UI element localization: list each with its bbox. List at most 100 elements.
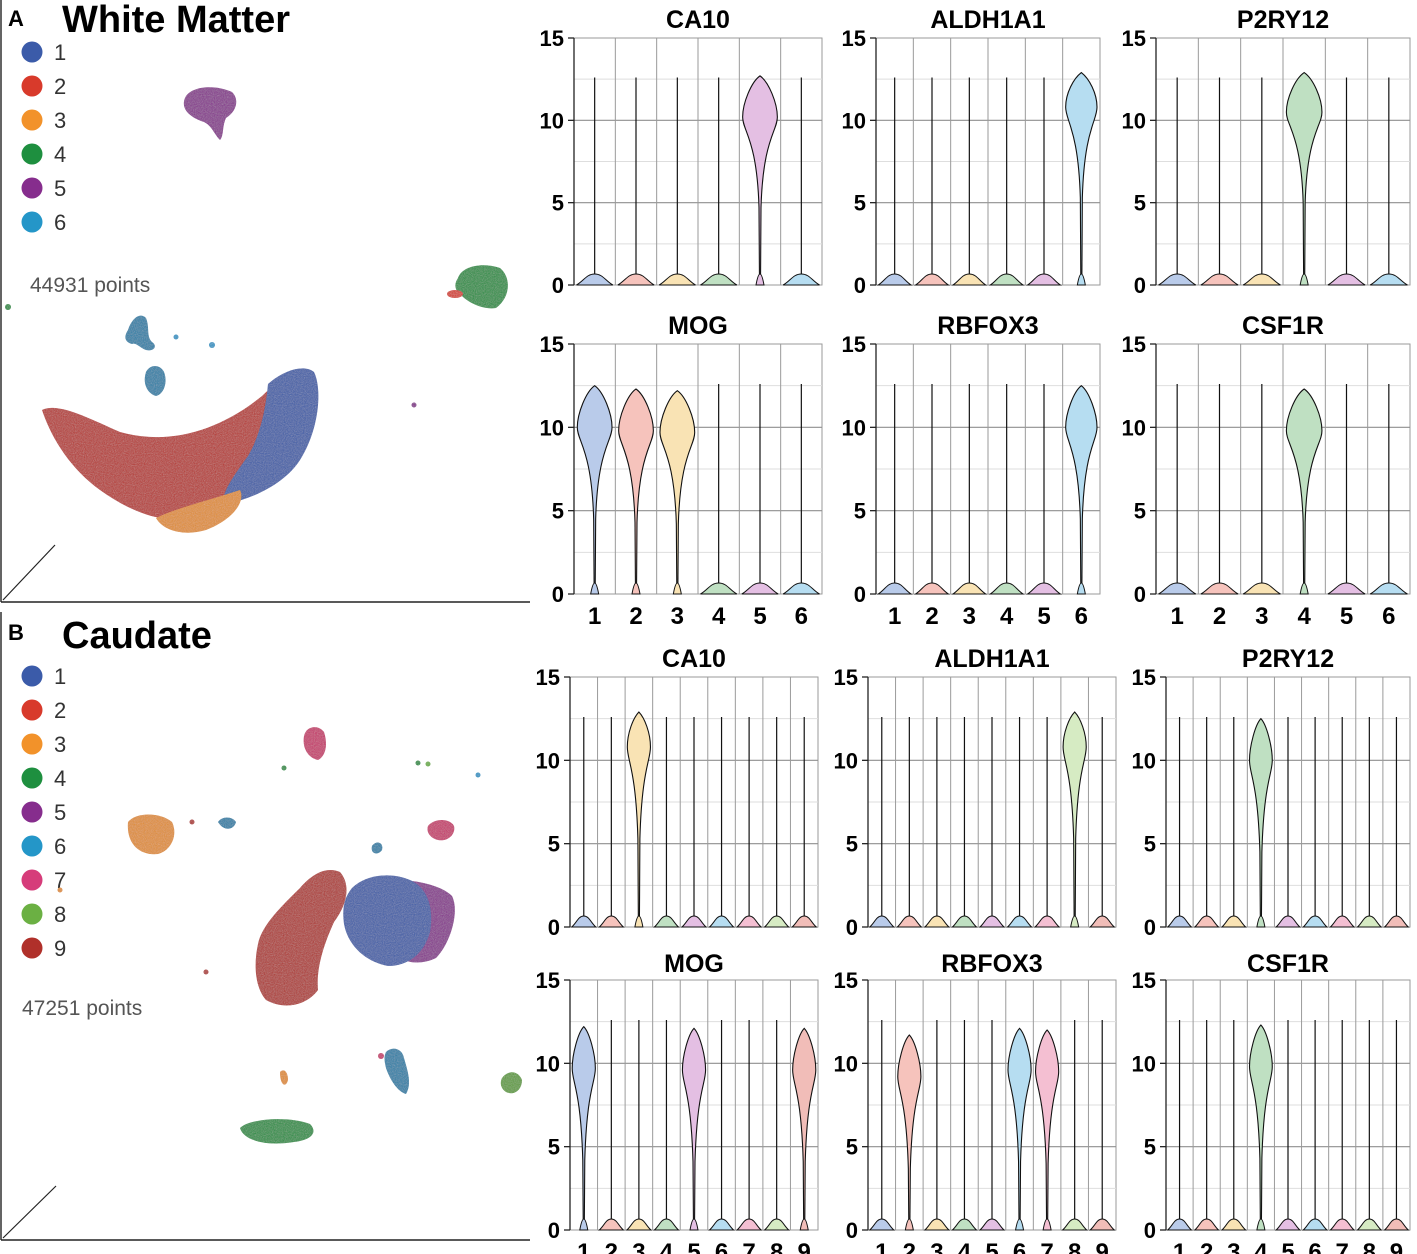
violin-body-5 [1274,1218,1302,1231]
violin-body-3 [923,915,951,928]
violin-body-3 [923,1218,951,1231]
violin-6: 6 [1065,384,1098,630]
umap-b-cluster-9 [255,869,347,1006]
violin-5 [680,717,708,928]
umap-b-cluster-8 [500,1072,522,1094]
violin-body-4 [652,915,680,928]
x-tick-label-8: 8 [770,1239,783,1254]
legend-swatch-4 [21,767,43,789]
x-tick-label-2: 2 [605,1239,618,1254]
legend-label-6: 6 [54,834,66,859]
violin-body-8 [1356,915,1383,928]
violin-chart-A-aldh1a1: ALDH1A1 0 5 10 15 [842,6,1101,298]
y-tick-label: 10 [1132,748,1156,773]
violin-body-2 [597,1218,625,1231]
x-tick-label-2: 2 [629,603,642,630]
violin-body-7 [735,915,763,928]
x-tick-label-5: 5 [985,1239,998,1254]
violin-6 [1006,717,1034,928]
violin-2: 2 [1193,1020,1220,1254]
violin-3 [1242,77,1281,286]
x-tick-label-6: 6 [1075,603,1088,630]
violin-6: 6 [1369,384,1408,630]
legend-swatch-1 [21,665,43,687]
violin-body-6 [1369,582,1408,595]
violin-2 [597,717,625,928]
legend-label-3: 3 [54,108,66,133]
violin-base-8 [1070,915,1080,928]
umap-b-cluster-6-island-2 [371,842,383,854]
violin-title: ALDH1A1 [934,645,1049,673]
violin-4 [1248,717,1273,928]
violin-1 [576,77,614,286]
legend-swatch-2 [21,699,43,721]
violin-body-1 [1166,915,1193,928]
violin-body-4 [700,582,738,595]
violin-body-8 [1061,1218,1089,1231]
violin-6 [782,77,820,286]
umap-b-dot-5 [189,819,195,825]
violin-body-3 [1242,273,1281,286]
y-tick-label: 5 [1144,832,1156,857]
violin-4: 4 [988,384,1025,630]
x-tick-label-3: 3 [1255,603,1268,630]
violin-base-4 [1299,582,1309,595]
violin-body-3 [1220,1218,1248,1231]
violin-base-6 [1076,273,1086,286]
violin-base-9 [799,1218,809,1231]
x-tick-label-8: 8 [1068,1239,1081,1254]
x-tick-label-9: 9 [1096,1239,1109,1254]
violin-body-9 [1383,1218,1410,1231]
violin-base-4 [1256,915,1266,928]
legend-label-8: 8 [54,902,66,927]
umap-a-dot-3 [411,402,417,408]
umap-a-dot-1 [209,342,215,348]
violin-3: 3 [951,384,988,630]
violin-5 [742,75,778,286]
violin-body-6 [1006,915,1034,928]
violin-body-6 [1065,384,1098,595]
violin-chart-B-aldh1a1: ALDH1A1 0 5 10 15 [834,645,1117,940]
legend-swatch-3 [21,733,43,755]
umap-a-dot-2 [173,334,179,340]
legend-swatch-6 [21,211,43,233]
violin-6 [1065,71,1098,286]
violin-chart-A-csf1r: CSF1R 0 5 10 15 1 2 3 4 5 6 [1122,312,1411,630]
violin-body-8 [763,915,791,928]
violin-body-5 [978,1218,1006,1231]
violin-4: 4 [1248,1024,1273,1254]
violin-base-1 [590,582,600,595]
violin-body-2 [1200,582,1239,595]
violin-6 [708,717,736,928]
violin-3 [626,711,652,928]
violin-body-4 [1248,717,1273,928]
violin-2 [913,77,951,286]
violin-6: 6 [782,384,820,630]
violin-body-5 [742,75,778,286]
y-tick-label: 0 [1144,1218,1156,1243]
umap-a-dot-4 [5,304,11,310]
legend-swatch-6 [21,835,43,857]
violin-4 [1285,71,1323,286]
violin-6: 6 [708,1020,736,1254]
x-tick-label-4: 4 [1254,1239,1268,1254]
y-tick-label: 0 [846,915,858,940]
legend-swatch-2 [21,75,43,97]
violin-2: 2 [1200,384,1239,630]
violin-base-3 [672,582,682,595]
violin-4: 4 [700,384,738,630]
y-tick-label: 10 [834,1051,858,1076]
violin-9: 9 [792,1027,817,1254]
umap-b-dot-2 [425,761,431,767]
umap-a-cluster-1 [223,368,319,504]
x-tick-label-7: 7 [1336,1239,1349,1254]
violin-title: ALDH1A1 [930,6,1045,34]
violin-body-3 [658,273,696,286]
violin-body-2 [597,915,625,928]
y-tick-label: 5 [548,832,560,857]
y-tick-label: 5 [846,1135,858,1160]
violin-body-6 [708,915,736,928]
x-tick-label-2: 2 [1213,603,1226,630]
